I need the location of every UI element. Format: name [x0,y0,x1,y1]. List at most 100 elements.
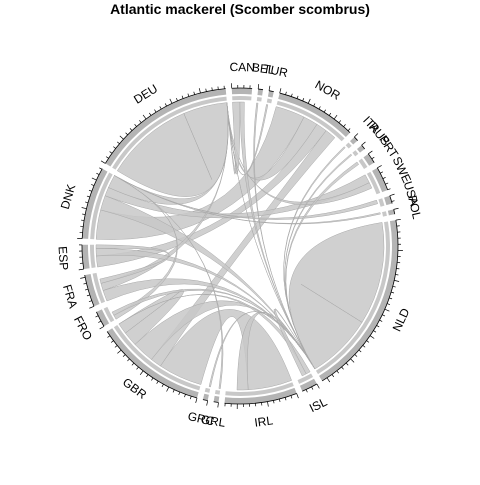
sector-inner-can [232,96,251,100]
tick-mark [359,350,361,352]
tick-mark [258,84,259,89]
tick-mark [111,341,113,343]
sector-label-dnk: DNK [58,183,78,211]
tick-mark [280,88,281,93]
tick-mark [89,190,92,191]
sector-inner-grl [215,390,220,395]
sector-label-deu: DEU [131,81,160,106]
tick-mark [151,378,153,381]
tick-mark [154,110,156,113]
tick-mark [120,136,124,139]
tick-mark [110,152,112,154]
tick-mark [377,165,381,167]
tick-mark [135,124,137,126]
tick-mark [194,92,195,95]
tick-mark [99,168,102,169]
sector-inner-bel [257,97,262,102]
tick-mark [319,107,320,110]
link-can-deu [227,102,240,174]
sector-label-irl: IRL [254,413,275,429]
tick-mark [312,387,313,390]
tick-mark [126,133,128,135]
tick-mark [297,393,299,398]
sector-inner-grc [205,388,210,393]
sector-bel [257,89,263,96]
tick-mark [387,304,390,305]
tick-mark [212,87,213,90]
tick-mark [149,113,151,115]
tick-mark [98,321,101,322]
tick-mark [324,110,326,113]
tick-mark [101,161,105,164]
tick-mark [385,183,388,184]
sector-label-fra: FRA [60,283,80,310]
tick-mark [89,301,92,302]
tick-mark [176,98,177,101]
tick-mark [380,172,383,173]
tick-mark [80,277,85,278]
tick-mark [190,396,191,399]
sector-inner-rus [352,150,358,156]
tick-mark [160,106,161,109]
tick-mark [184,394,185,397]
sector-irl [225,388,297,404]
tick-mark [96,316,99,317]
sector-label-grc: GRC [187,409,216,429]
tick-mark [113,147,115,149]
tick-mark [314,104,315,107]
tick-mark [87,196,90,197]
tick-mark [269,86,270,91]
tick-mark [188,94,189,97]
tick-mark [363,345,365,347]
tick-mark [382,315,385,316]
tick-mark [115,345,117,347]
tick-mark [334,115,337,119]
tick-mark [167,387,169,391]
tick-mark [182,96,183,99]
tick-mark [390,194,395,196]
tick-mark [79,269,84,270]
sector-label-nor: NOR [313,77,343,102]
tick-mark [132,363,134,365]
tick-mark [297,96,298,99]
sector-rus [357,145,365,153]
tick-mark [179,392,180,395]
sector-label-isl: ISL [307,395,330,416]
tick-mark [82,214,85,215]
tick-mark [117,142,119,144]
tick-mark [306,390,307,393]
tick-mark [337,371,339,373]
sector-label-pol: POL [405,194,424,221]
tick-mark [317,384,319,388]
tick-mark [106,157,108,159]
tick-mark [291,94,292,97]
tick-mark [373,331,376,333]
tick-mark [354,134,358,137]
sector-inner-pol [382,211,387,216]
tick-mark [173,390,174,393]
tick-mark [388,189,391,190]
sector-inner-ita [346,142,352,148]
sector-ita [350,137,358,145]
tick-mark [348,129,350,131]
sector-inner-usa [378,198,384,206]
tick-mark [196,398,197,403]
sector-can [232,88,252,94]
tick-mark [286,92,287,95]
tick-mark [377,325,380,327]
chart-title: Atlantic mackerel (Scomber scombrus) [0,0,480,18]
sector-inner-esp [90,245,96,268]
tick-mark [117,350,121,353]
link-deu-deu [117,103,228,197]
tick-mark [130,128,132,130]
tick-mark [91,184,94,185]
tick-mark [380,320,383,321]
tick-mark [291,396,292,399]
tick-mark [279,399,280,402]
tick-mark [370,336,374,339]
tick-mark [396,219,401,220]
tick-mark [85,202,88,203]
tick-mark [162,384,163,387]
tick-mark [394,208,399,209]
